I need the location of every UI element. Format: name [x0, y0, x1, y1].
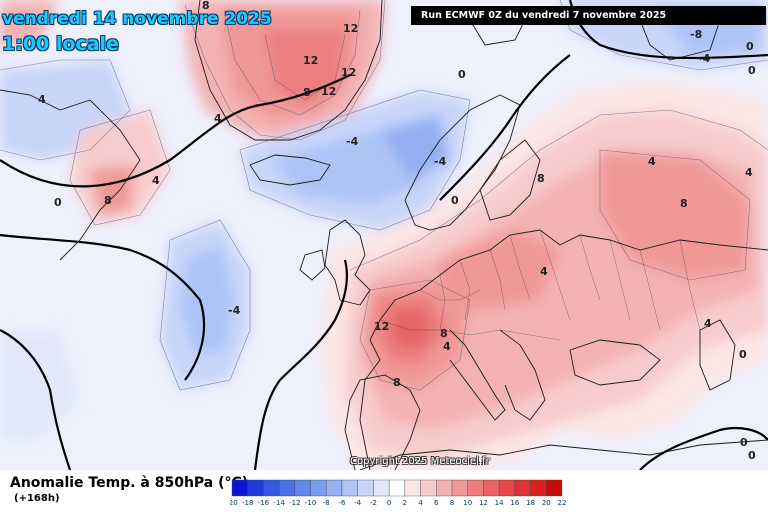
contour-label: -4 — [434, 155, 447, 168]
contour-label: 4 — [648, 155, 656, 168]
contour-label: 8 — [537, 172, 545, 185]
color-swatch — [341, 479, 358, 497]
contour-label: 0 — [740, 436, 748, 449]
contour-label: 8 — [303, 86, 311, 99]
color-scale-tick: 2 — [403, 499, 407, 507]
contour-label: 4 — [745, 166, 753, 179]
color-scale-tick: -4 — [354, 499, 362, 507]
color-scale-tick: -14 — [273, 499, 285, 507]
color-swatch — [263, 479, 280, 497]
contour-label: 8 — [202, 0, 210, 12]
contour-label: 0 — [739, 348, 747, 361]
contour-label: -8 — [690, 28, 702, 41]
contour-labels: 8 12 12 12 8 12 4 4 4 8 0 0 -4 -4 -4 0 -… — [38, 0, 756, 462]
contour-label: 8 — [104, 194, 112, 207]
color-swatch — [294, 479, 311, 497]
forecast-date: vendredi 14 novembre 2025 — [2, 9, 272, 29]
color-scale-tick: -8 — [323, 499, 330, 507]
contour-label: 12 — [343, 22, 358, 35]
contour-label: 0 — [748, 449, 756, 462]
contour-label: 12 — [303, 54, 318, 67]
color-swatch — [404, 479, 421, 497]
color-swatch — [357, 479, 374, 497]
color-swatch — [373, 479, 390, 497]
color-scale-tick: -10 — [305, 499, 316, 507]
contour-label: -4 — [228, 304, 241, 317]
contour-label: 4 — [443, 340, 451, 353]
contour-label: 0 — [54, 196, 62, 209]
contour-label: 0 — [458, 68, 466, 81]
color-swatch — [483, 479, 500, 497]
color-scale-tick: 4 — [418, 499, 423, 507]
color-swatch — [278, 479, 296, 497]
color-swatch — [546, 479, 563, 497]
contour-label: 12 — [374, 320, 389, 333]
color-scale-tick: 0 — [387, 499, 391, 507]
contour-label: 12 — [321, 85, 336, 98]
color-swatch — [420, 479, 437, 497]
contour-label: 4 — [152, 174, 160, 187]
country-borders — [379, 229, 701, 341]
contour-label: 0 — [746, 40, 754, 53]
forecast-time: 1:00 locale — [2, 33, 119, 55]
color-swatch — [451, 479, 468, 497]
color-scale-tick: 16 — [510, 499, 519, 507]
color-scale-tick: -16 — [258, 499, 270, 507]
contour-label: 8 — [393, 376, 401, 389]
anomaly-contours — [0, 0, 768, 391]
copyright-text: Copyright 2025 Meteociel.fr — [350, 456, 490, 467]
contour-label: 4 — [214, 112, 222, 125]
color-scale-tick: 6 — [434, 499, 439, 507]
contour-label: -4 — [698, 52, 711, 65]
temperature-anomaly-map: 8 12 12 12 8 12 4 4 4 8 0 0 -4 -4 -4 0 -… — [0, 0, 768, 470]
color-scale-tick: -20 — [230, 499, 238, 507]
color-swatch — [436, 479, 453, 497]
color-swatch — [467, 479, 484, 497]
color-scale-tick: -6 — [339, 499, 347, 507]
lead-time: (+168h) — [14, 493, 60, 504]
run-info: Run ECMWF 0Z du vendredi 7 novembre 2025 — [411, 6, 766, 25]
color-scale-tick: 12 — [479, 499, 488, 507]
color-scale-tick: 18 — [526, 499, 535, 507]
color-swatch — [514, 479, 531, 497]
color-swatch — [530, 479, 547, 497]
contour-label: 12 — [341, 66, 356, 79]
color-swatch — [231, 479, 248, 497]
variable-label: Anomalie Temp. à 850hPa (°C) — [10, 475, 249, 491]
color-scale-tick: -2 — [370, 499, 377, 507]
color-scale-tick: 22 — [558, 499, 567, 507]
contour-label: 8 — [440, 327, 448, 340]
color-swatch — [326, 479, 343, 497]
contour-label: 4 — [540, 265, 548, 278]
contour-label: 0 — [451, 194, 459, 207]
color-swatch — [247, 479, 264, 497]
contour-label: 0 — [748, 64, 756, 77]
color-scale-tick: 20 — [542, 499, 551, 507]
color-swatch — [388, 479, 406, 497]
color-scale-tick: 10 — [463, 499, 472, 507]
contour-label: 4 — [38, 93, 46, 106]
color-scale-tick: -12 — [289, 499, 300, 507]
contour-label: -4 — [346, 135, 359, 148]
color-swatch — [498, 479, 516, 497]
color-scale: -20-18-16-14-12-10-8-6-4-202468101214161… — [230, 479, 567, 507]
zero-isolines — [0, 0, 768, 470]
color-scale-tick: 14 — [495, 499, 504, 507]
color-swatch — [310, 479, 327, 497]
contour-label: 4 — [704, 317, 712, 330]
color-scale-tick: 8 — [450, 499, 454, 507]
contour-label: 8 — [680, 197, 688, 210]
color-scale-tick: -18 — [242, 499, 253, 507]
